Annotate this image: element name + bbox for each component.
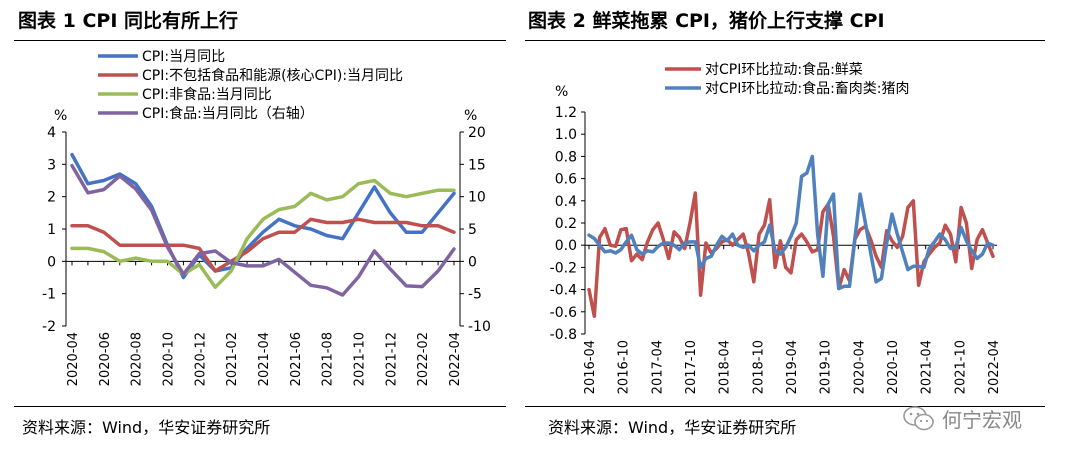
x-tick-label: 2020-12 <box>193 332 208 386</box>
x-tick-label: 2017-10 <box>684 340 699 394</box>
legend-label-3: CPI:非食品:当月同比 <box>142 86 272 103</box>
x-tick-label: 2016-04 <box>583 340 598 394</box>
x-tick-label: 2020-08 <box>130 332 145 386</box>
x-tick-label: 2020-10 <box>162 332 177 386</box>
series-line-1 <box>587 191 995 318</box>
series-line-3 <box>70 178 456 289</box>
y-tick-label-right: -5 <box>468 287 482 303</box>
y-unit-right: % <box>464 108 477 124</box>
left-chart-title: 图表 1 CPI 同比有所上行 <box>18 10 239 32</box>
y-tick-label: -0.6 <box>550 305 577 321</box>
series-line-4 <box>70 163 456 297</box>
legend-label-1: 对CPI环比拉动:食品:鲜菜 <box>705 61 863 78</box>
left-source-rule <box>14 406 506 407</box>
y-tick-label-right: 20 <box>468 125 486 141</box>
watermark-text: 何宁宏观 <box>942 408 1022 432</box>
y-tick-label: -0.8 <box>550 327 577 343</box>
x-tick-label: 2017-04 <box>650 340 665 394</box>
y-tick-label-left: -1 <box>42 287 56 303</box>
left-source-note: 资料来源：Wind，华安证券研究所 <box>22 418 271 437</box>
y-tick-label-left: 1 <box>47 222 56 238</box>
x-tick-label: 2021-04 <box>257 332 272 386</box>
x-tick-label: 2021-12 <box>384 332 399 386</box>
x-tick-label: 2019-04 <box>785 340 800 394</box>
right-source-rule <box>525 406 1045 407</box>
x-tick-label: 2018-10 <box>751 340 766 394</box>
x-tick-label: 2019-10 <box>819 340 834 394</box>
x-tick-label: 2020-04 <box>852 340 867 394</box>
x-tick-label: 2022-04 <box>448 332 463 386</box>
x-tick-label: 2022-04 <box>987 340 1002 394</box>
right-source-note: 资料来源：Wind，华安证券研究所 <box>548 418 797 437</box>
y-tick-label: -0.4 <box>550 283 577 299</box>
right-chart: -0.8 -0.6 -0.4 -0.2 0.0 0.2 0.4 0.6 0.8 1.0 1.2% 20… <box>550 61 1002 394</box>
legend-label-2: 对CPI环比拉动:食品:畜肉类:猪肉 <box>705 80 910 97</box>
right-chart-title: 图表 2 鲜菜拖累 CPI，猪价上行支撑 CPI <box>528 10 885 32</box>
x-tick-label: 2021-02 <box>225 332 240 386</box>
y-tick-label: -0.2 <box>550 260 577 276</box>
x-tick-label: 2020-10 <box>886 340 901 394</box>
x-tick-label: 2021-10 <box>953 340 968 394</box>
y-tick-label-right: 5 <box>468 222 477 238</box>
x-tick-label: 2018-04 <box>718 340 733 394</box>
y-unit: % <box>555 84 568 100</box>
x-tick-label: 2021-06 <box>289 332 304 386</box>
y-tick-label-left: 3 <box>47 157 56 173</box>
y-tick-label-left: 2 <box>47 190 56 206</box>
y-tick-label: 0.0 <box>555 238 577 254</box>
x-tick-label: 2020-06 <box>98 332 113 386</box>
y-tick-label: 1.0 <box>555 127 577 143</box>
series-line-1 <box>70 152 456 280</box>
y-tick-label: 0.4 <box>555 194 577 210</box>
left-title-rule <box>14 40 506 41</box>
legend-label-1: CPI:当月同比 <box>142 49 225 65</box>
y-tick-label-left: 4 <box>47 125 56 141</box>
y-tick-label-right: -10 <box>468 319 491 335</box>
y-tick-label-right: 15 <box>468 157 486 173</box>
y-tick-label-left: -2 <box>42 319 56 335</box>
y-tick-label: 0.2 <box>555 216 577 232</box>
y-tick-label: 1.2 <box>555 105 577 121</box>
x-tick-label: 2016-10 <box>617 340 632 394</box>
x-tick-label: 2020-04 <box>66 332 81 386</box>
wechat-icon <box>903 405 934 430</box>
x-tick-label: 2021-10 <box>353 332 368 386</box>
y-tick-label: 0.6 <box>555 172 577 188</box>
legend-label-4: CPI:食品:当月同比（右轴） <box>142 105 314 122</box>
y-tick-label-right: 0 <box>468 254 477 270</box>
y-tick-label-right: 10 <box>468 190 486 206</box>
x-tick-label: 2022-02 <box>416 332 431 386</box>
x-tick-label: 2021-08 <box>321 332 336 386</box>
legend-label-2: CPI:不包括食品和能源(核心CPI):当月同比 <box>142 67 403 84</box>
series-line-2 <box>587 154 995 291</box>
y-tick-label: 0.8 <box>555 149 577 165</box>
right-title-rule <box>525 40 1045 41</box>
y-unit-left: % <box>54 108 67 124</box>
series-line-2 <box>70 217 456 273</box>
y-tick-label-left: 0 <box>47 254 56 270</box>
x-tick-label: 2021-04 <box>920 340 935 394</box>
watermark: 何宁宏观 <box>902 404 1022 433</box>
